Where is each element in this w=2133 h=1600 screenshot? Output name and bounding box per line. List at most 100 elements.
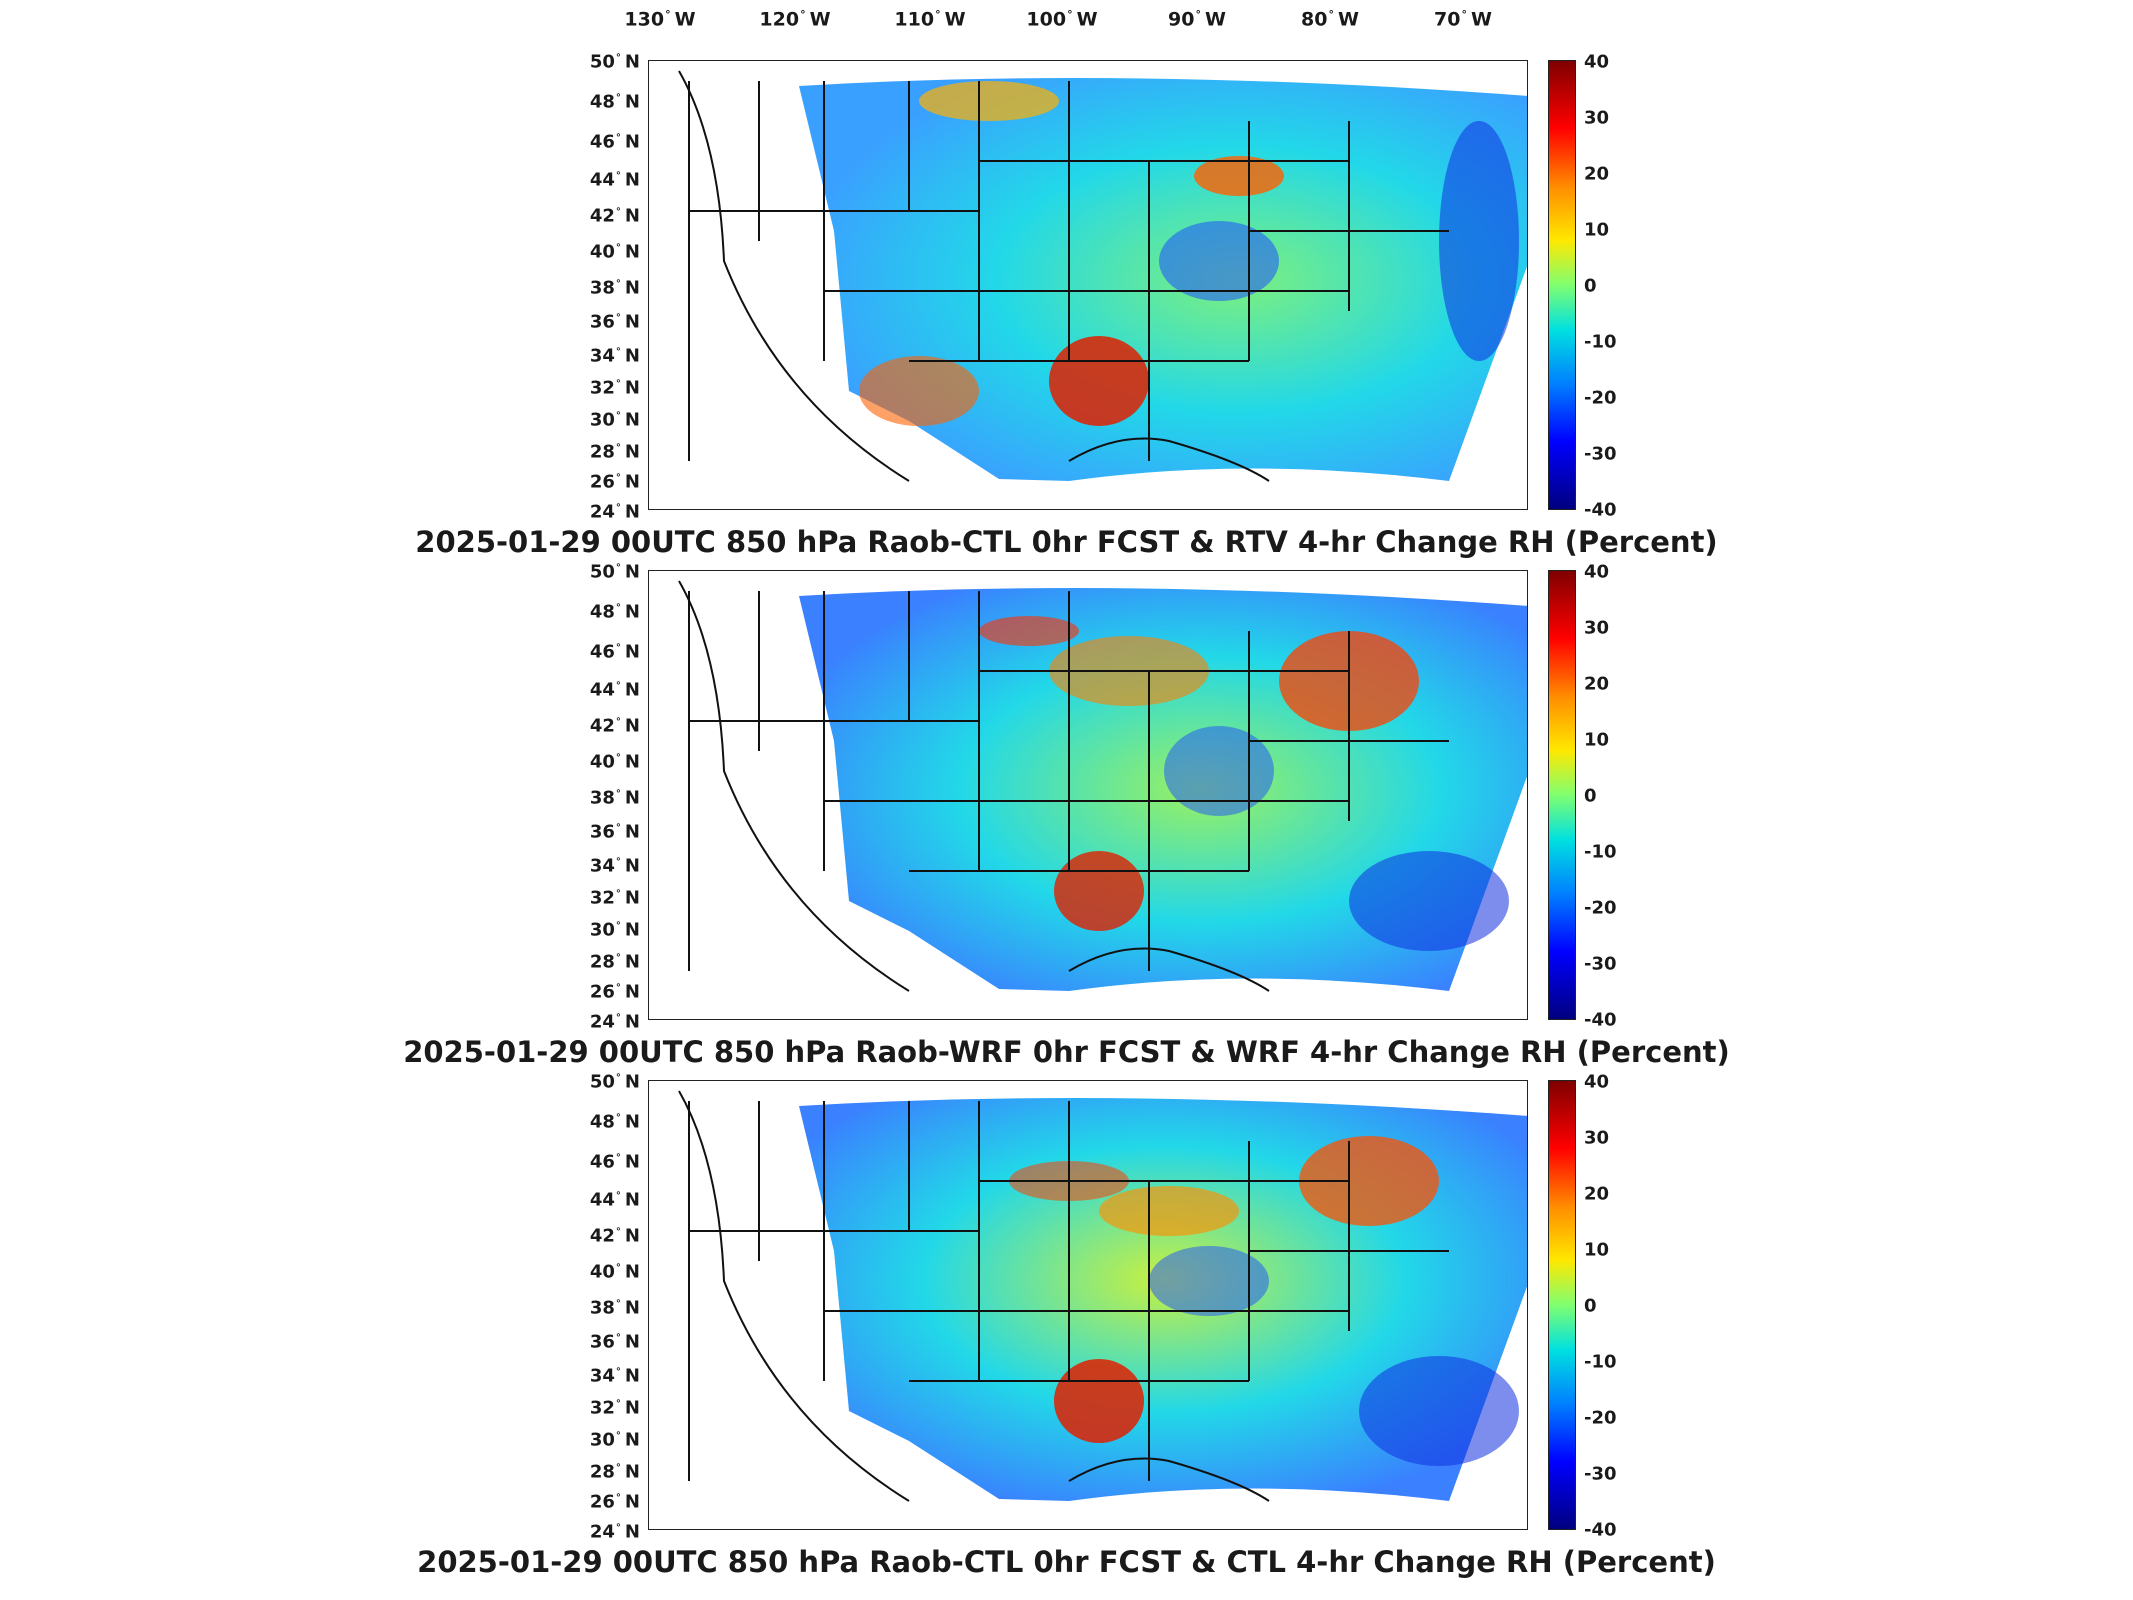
lat-label: 42° N bbox=[589, 715, 640, 737]
lat-label: 24° N bbox=[589, 501, 640, 523]
map-panel-2: 50° N 48° N 46° N 44° N 42° N 40° N 38° N 36° N … bbox=[0, 562, 2133, 1080]
colorbar-tick: -10 bbox=[1584, 331, 1617, 353]
dry-region bbox=[1159, 221, 1279, 301]
lat-label: 32° N bbox=[589, 1397, 640, 1419]
colorbar bbox=[1548, 1080, 1576, 1530]
moist-region bbox=[979, 616, 1079, 646]
colorbar-tick: -30 bbox=[1584, 1463, 1617, 1485]
state-borders bbox=[678, 70, 1449, 482]
state-borders bbox=[678, 580, 1449, 992]
lat-label: 50° N bbox=[589, 51, 640, 73]
colorbar-tick: 30 bbox=[1584, 1127, 1610, 1149]
colorbar-tick: 10 bbox=[1584, 729, 1610, 751]
lon-label: 120° W bbox=[759, 8, 831, 31]
lat-label: 36° N bbox=[589, 821, 640, 843]
lat-label: 44° N bbox=[589, 679, 640, 701]
rh-field-svg bbox=[678, 580, 1527, 992]
moist-region bbox=[1049, 336, 1149, 426]
dry-region bbox=[1164, 726, 1274, 816]
lat-label: 42° N bbox=[589, 1225, 640, 1247]
moist-region bbox=[1054, 1359, 1144, 1443]
moist-region bbox=[919, 81, 1059, 121]
colorbar-tick: 0 bbox=[1584, 785, 1597, 807]
lat-label: 30° N bbox=[589, 1429, 640, 1451]
map-panel-1: 50° N 48° N 46° N 44° N 42° N 40° N 38° N 36° N … bbox=[0, 52, 2133, 570]
moist-region bbox=[1099, 1186, 1239, 1236]
lat-label: 24° N bbox=[589, 1521, 640, 1543]
rh-map bbox=[648, 570, 1528, 1020]
lat-label: 32° N bbox=[589, 887, 640, 909]
colorbar-tick: 0 bbox=[1584, 275, 1597, 297]
lat-label: 36° N bbox=[589, 311, 640, 333]
lat-label: 30° N bbox=[589, 409, 640, 431]
lat-label: 26° N bbox=[589, 981, 640, 1003]
rh-map bbox=[648, 1080, 1528, 1530]
map-panel-3: 50° N 48° N 46° N 44° N 42° N 40° N 38° N 36° N … bbox=[0, 1072, 2133, 1590]
colorbar-tick: 30 bbox=[1584, 617, 1610, 639]
lat-label: 40° N bbox=[589, 751, 640, 773]
lat-label: 50° N bbox=[589, 561, 640, 583]
lat-label: 40° N bbox=[589, 241, 640, 263]
lat-label: 34° N bbox=[589, 1365, 640, 1387]
data-domain bbox=[799, 78, 1527, 481]
lat-label: 26° N bbox=[589, 471, 640, 493]
colorbar-tick: -30 bbox=[1584, 443, 1617, 465]
panel-title: 2025-01-29 00UTC 850 hPa Raob-WRF 0hr FC… bbox=[403, 1035, 1730, 1069]
colorbar-tick: 40 bbox=[1584, 51, 1610, 73]
lat-label: 38° N bbox=[589, 277, 640, 299]
colorbar-tick: -10 bbox=[1584, 1351, 1617, 1373]
colorbar-tick: -40 bbox=[1584, 1009, 1617, 1031]
lat-label: 50° N bbox=[589, 1071, 640, 1093]
moist-region bbox=[1054, 851, 1144, 931]
lon-label: 100° W bbox=[1026, 8, 1098, 31]
lat-label: 44° N bbox=[589, 169, 640, 191]
state-borders bbox=[678, 1090, 1449, 1502]
colorbar-tick: -20 bbox=[1584, 1407, 1617, 1429]
lon-label: 110° W bbox=[894, 8, 966, 31]
colorbar-tick: 0 bbox=[1584, 1295, 1597, 1317]
lon-label: 70° W bbox=[1434, 8, 1492, 31]
lat-label: 48° N bbox=[589, 1111, 640, 1133]
colorbar-tick: 20 bbox=[1584, 163, 1610, 185]
colorbar-tick: -20 bbox=[1584, 387, 1617, 409]
lat-label: 46° N bbox=[589, 1151, 640, 1173]
lat-label: 34° N bbox=[589, 345, 640, 367]
colorbar-tick: 20 bbox=[1584, 673, 1610, 695]
lat-label: 24° N bbox=[589, 1011, 640, 1033]
lon-label: 130° W bbox=[624, 8, 696, 31]
colorbar-tick: -10 bbox=[1584, 841, 1617, 863]
lat-label: 28° N bbox=[589, 441, 640, 463]
lat-label: 46° N bbox=[589, 131, 640, 153]
lat-label: 32° N bbox=[589, 377, 640, 399]
lat-label: 48° N bbox=[589, 91, 640, 113]
lat-label: 28° N bbox=[589, 951, 640, 973]
lon-label: 90° W bbox=[1168, 8, 1226, 31]
colorbar-tick: 40 bbox=[1584, 561, 1610, 583]
lat-label: 30° N bbox=[589, 919, 640, 941]
longitude-axis: 130° W 120° W 110° W 100° W 90° W 80° W 70° W bbox=[0, 8, 2133, 38]
colorbar bbox=[1548, 570, 1576, 1020]
rh-map bbox=[648, 60, 1528, 510]
lat-label: 44° N bbox=[589, 1189, 640, 1211]
moist-region bbox=[859, 356, 979, 426]
colorbar-tick: -40 bbox=[1584, 1519, 1617, 1541]
dry-region bbox=[1439, 121, 1519, 361]
lat-label: 36° N bbox=[589, 1331, 640, 1353]
lat-label: 38° N bbox=[589, 787, 640, 809]
moist-region bbox=[1299, 1136, 1439, 1226]
colorbar-tick: 40 bbox=[1584, 1071, 1610, 1093]
lat-label: 42° N bbox=[589, 205, 640, 227]
lat-label: 48° N bbox=[589, 601, 640, 623]
colorbar-tick: -30 bbox=[1584, 953, 1617, 975]
lat-label: 46° N bbox=[589, 641, 640, 663]
colorbar bbox=[1548, 60, 1576, 510]
dry-region bbox=[1359, 1356, 1519, 1466]
lat-label: 38° N bbox=[589, 1297, 640, 1319]
colorbar-tick: 30 bbox=[1584, 107, 1610, 129]
lat-label: 40° N bbox=[589, 1261, 640, 1283]
dry-region bbox=[1349, 851, 1509, 951]
panel-title: 2025-01-29 00UTC 850 hPa Raob-CTL 0hr FC… bbox=[417, 1545, 1716, 1579]
colorbar-tick: 10 bbox=[1584, 1239, 1610, 1261]
colorbar-tick: 10 bbox=[1584, 219, 1610, 241]
lat-label: 26° N bbox=[589, 1491, 640, 1513]
